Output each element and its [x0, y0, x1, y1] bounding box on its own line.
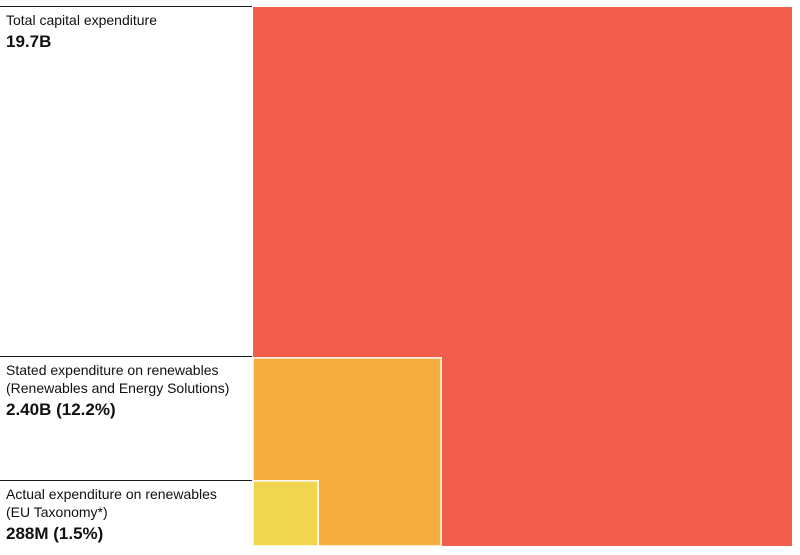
value-actual-renewables: 288M (1.5%) — [6, 524, 104, 543]
square-actual-renewables — [252, 480, 319, 547]
value-total-capex: 19.7B — [6, 32, 52, 51]
annotation-actual-renewables: Actual expenditure on renewables (EU Tax… — [0, 480, 252, 545]
label-stated-renewables: Stated expenditure on renewables (Renewa… — [6, 362, 230, 396]
annotation-stated-renewables: Stated expenditure on renewables (Renewa… — [0, 356, 252, 421]
label-actual-renewables: Actual expenditure on renewables (EU Tax… — [6, 486, 217, 520]
annotation-total-capex: Total capital expenditure 19.7B — [0, 6, 252, 53]
value-stated-renewables: 2.40B (12.2%) — [6, 400, 116, 419]
label-total-capex: Total capital expenditure — [6, 12, 157, 28]
squares-group — [252, 7, 792, 547]
